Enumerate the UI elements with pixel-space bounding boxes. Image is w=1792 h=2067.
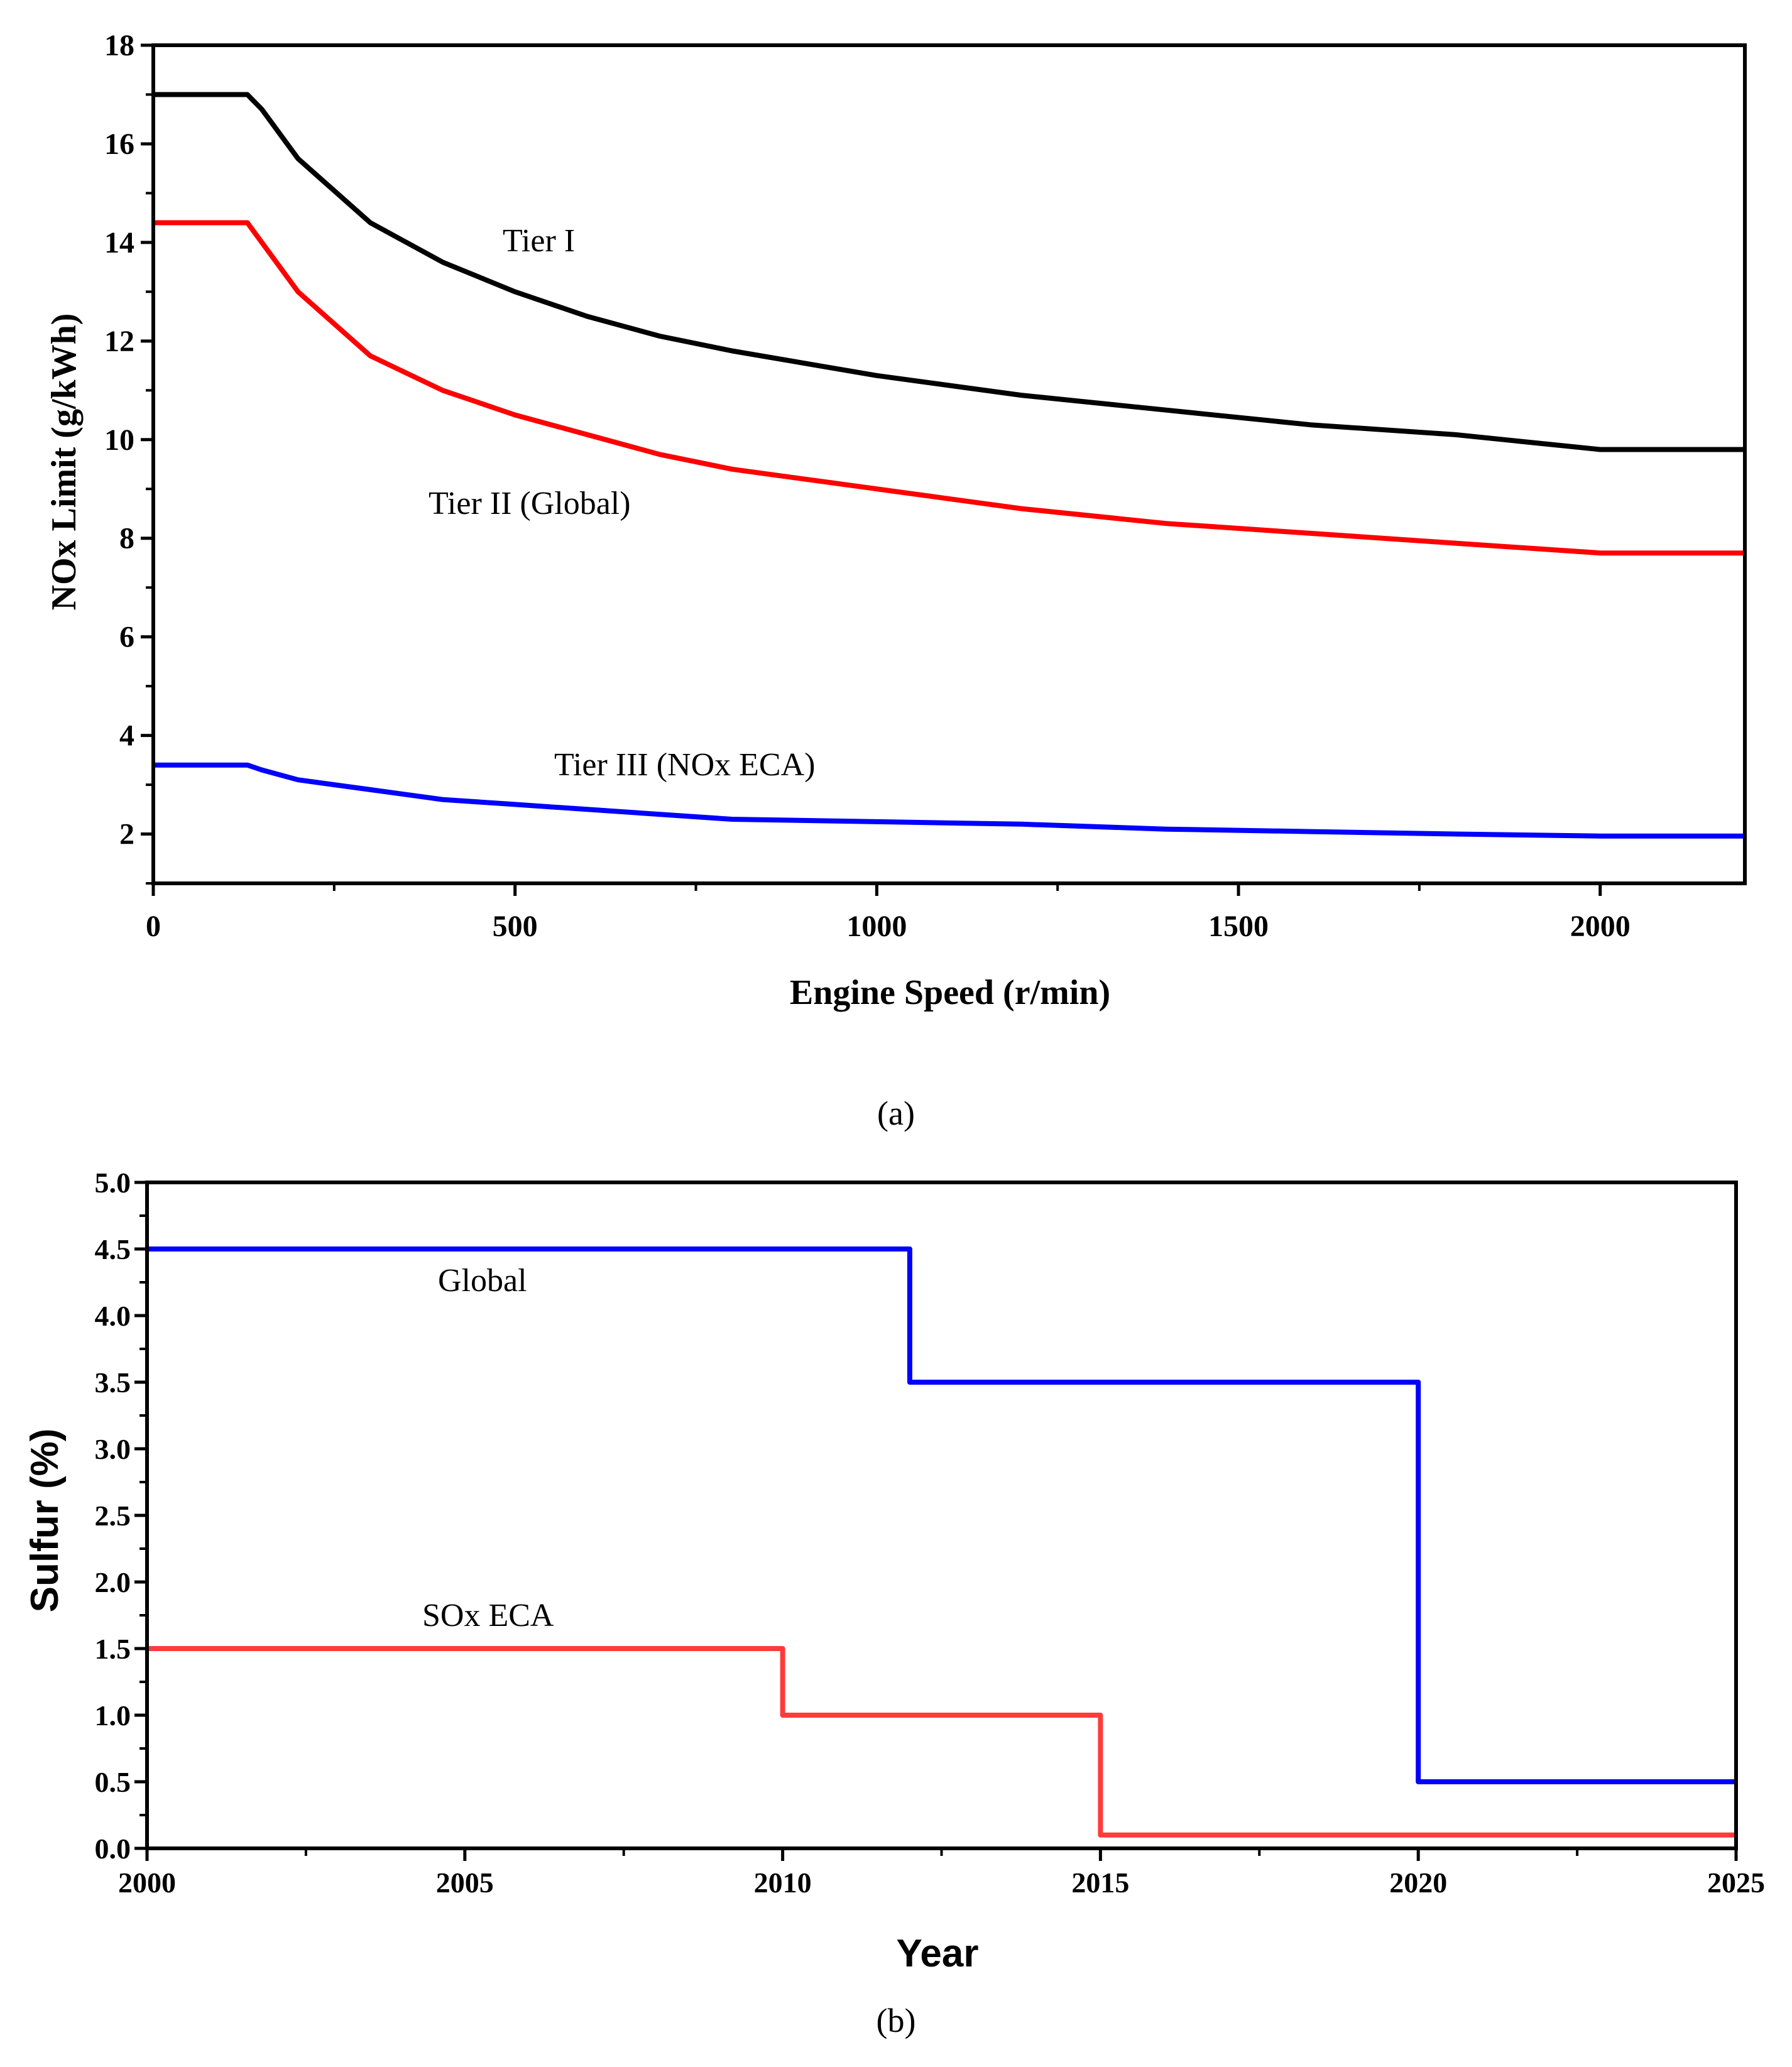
y-tick-label: 4	[119, 719, 134, 753]
y-axis-title-b: Sulfur (%)	[23, 1429, 67, 1613]
y-tick-label: 14	[104, 226, 134, 259]
x-tick-label: 0	[146, 910, 161, 943]
plot-frame-b	[145, 1181, 1738, 1850]
x-tick-label: 2000	[1570, 910, 1631, 943]
annotation-tier-1: Tier I	[503, 223, 575, 259]
chart-panel-a: 0 500 1000 1500 2000 2 4 6 8 10 12 14 16 18 Tier I Ti…	[45, 29, 1747, 1132]
plot-frame-a	[151, 43, 1747, 885]
x-tick-label: 2005	[436, 1867, 494, 1899]
x-tick-label: 2000	[118, 1867, 176, 1899]
y-tick-label: 2	[119, 818, 134, 851]
plot-area-a	[153, 92, 1745, 839]
chart-panel-b: 2000 2005 2010 2015 2020 2025 0.0 0.5 1.0 1.5 2.0 2…	[23, 1167, 1765, 2039]
y-tick-label: 2.0	[95, 1566, 131, 1598]
y-tick-label: 4.0	[95, 1300, 131, 1332]
panel-label-a: (a)	[877, 1094, 915, 1132]
series-line-tier-ii-global	[153, 220, 1745, 556]
series-line-tier-iii-nox-eca	[153, 762, 1745, 839]
axis-ticks-b: 2000 2005 2010 2015 2020 2025 0.0 0.5 1.0 1.5 2.0 2…	[95, 1167, 1766, 1899]
annotation-tier-2: Tier II (Global)	[429, 486, 631, 521]
x-axis-title-b: Year	[896, 1932, 978, 1975]
y-tick-label: 0.5	[95, 1766, 131, 1798]
series-line-tier-i	[153, 92, 1745, 452]
y-tick-label: 4.5	[95, 1233, 131, 1265]
x-tick-label: 2010	[754, 1867, 812, 1899]
x-tick-label: 2015	[1071, 1867, 1129, 1899]
y-axis-title-a: NOx Limit (g/kWh)	[45, 314, 84, 611]
y-tick-label: 1.0	[95, 1699, 131, 1732]
y-tick-label: 12	[104, 325, 134, 358]
y-tick-label: 16	[104, 128, 134, 161]
x-tick-label: 500	[493, 910, 538, 943]
axis-ticks-a: 0 500 1000 1500 2000 2 4 6 8 10 12 14 16 18	[104, 29, 1631, 943]
annotation-tier-3: Tier III (NOx ECA)	[554, 747, 815, 783]
panel-label-b: (b)	[877, 2002, 916, 2039]
y-tick-label: 3.5	[95, 1366, 131, 1399]
y-tick-label: 18	[104, 29, 134, 62]
y-tick-label: 1.5	[95, 1633, 131, 1665]
x-tick-label: 1500	[1208, 910, 1269, 943]
series-line-global	[147, 1246, 1736, 1784]
y-tick-label: 10	[104, 423, 134, 457]
y-tick-label: 0.0	[95, 1833, 131, 1865]
y-tick-label: 6	[119, 621, 134, 654]
annotation-sox-eca: SOx ECA	[422, 1598, 554, 1633]
plot-area-b	[147, 1246, 1736, 1838]
annotation-global: Global	[438, 1263, 527, 1299]
y-tick-label: 2.5	[95, 1500, 131, 1532]
x-tick-label: 2025	[1707, 1867, 1765, 1899]
x-tick-label: 1000	[846, 910, 907, 943]
series-line-sox-eca	[147, 1646, 1736, 1838]
x-tick-label: 2020	[1389, 1867, 1447, 1899]
x-axis-title-a: Engine Speed (r/min)	[790, 973, 1110, 1012]
y-tick-label: 8	[119, 522, 134, 555]
y-tick-label: 3.0	[95, 1433, 131, 1465]
y-tick-label: 5.0	[95, 1167, 131, 1199]
